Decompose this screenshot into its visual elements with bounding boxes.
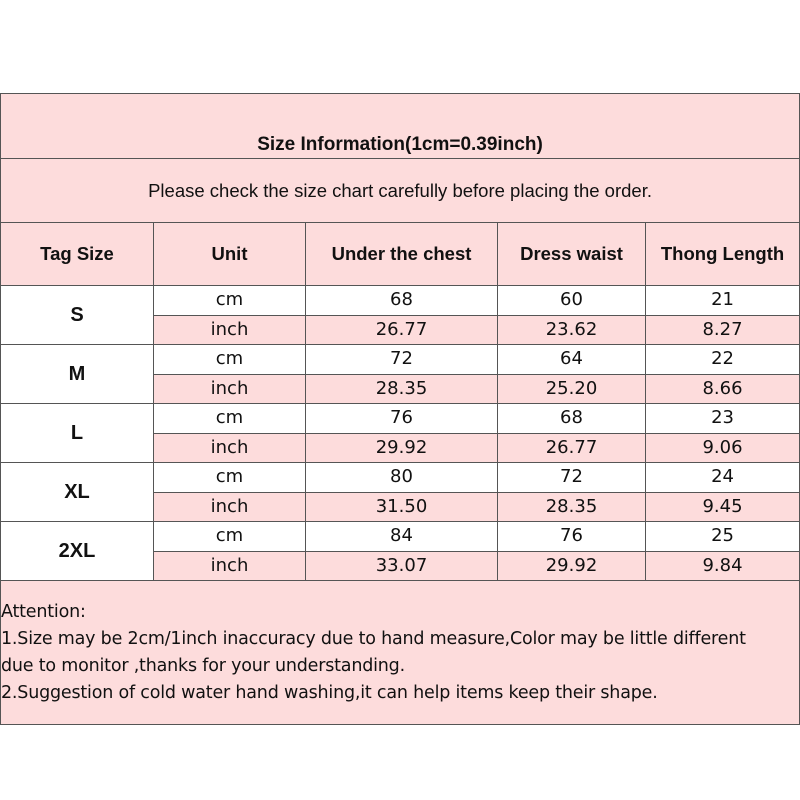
value-cell: 29.92 xyxy=(305,432,498,463)
value-cell: 25.20 xyxy=(497,373,646,404)
value-cell: 8.66 xyxy=(644,373,800,404)
value-cell: 72 xyxy=(305,344,498,375)
value-cell: 23.62 xyxy=(497,314,646,345)
chart-subtitle: Please check the size chart carefully be… xyxy=(0,158,800,223)
value-cell: 60 xyxy=(497,285,646,316)
table-row-XL-cm: XL cm 80 72 24 xyxy=(0,462,800,522)
unit-cell: inch xyxy=(153,314,306,345)
unit-cell: inch xyxy=(153,432,306,463)
table-row-2XL-inch: inch 33.07 29.92 9.84 xyxy=(1,550,800,581)
table-row-M-inch: inch 28.35 25.20 8.66 xyxy=(1,373,800,404)
unit-cell: inch xyxy=(153,491,306,522)
value-cell: 21 xyxy=(644,285,800,316)
attention-line: 1.Size may be 2cm/1inch inaccuracy due t… xyxy=(1,629,746,649)
value-cell: 24 xyxy=(644,462,800,493)
unit-cell: inch xyxy=(153,550,306,581)
value-cell: 76 xyxy=(497,521,646,552)
header-dress-waist: Dress waist xyxy=(497,222,646,286)
value-cell: 33.07 xyxy=(305,550,498,581)
tag-size-cell: 2XL xyxy=(0,521,154,581)
unit-cell: cm xyxy=(153,344,306,375)
attention-line: 2.Suggestion of cold water hand washing,… xyxy=(1,683,658,703)
value-cell: 9.06 xyxy=(644,432,800,463)
header-unit: Unit xyxy=(153,222,306,286)
value-cell: 8.27 xyxy=(644,314,800,345)
value-cell: 68 xyxy=(305,285,498,316)
header-under-chest: Under the chest xyxy=(305,222,498,286)
table-row-2XL-cm: 2XL cm 84 76 25 xyxy=(0,521,800,581)
value-cell: 76 xyxy=(305,403,498,434)
unit-cell: inch xyxy=(153,373,306,404)
unit-cell: cm xyxy=(153,285,306,316)
value-cell: 28.35 xyxy=(305,373,498,404)
value-cell: 25 xyxy=(644,521,800,552)
value-cell: 80 xyxy=(305,462,498,493)
value-cell: 22 xyxy=(644,344,800,375)
value-cell: 84 xyxy=(305,521,498,552)
unit-cell: cm xyxy=(153,521,306,552)
attention-notes: Attention: 1.Size may be 2cm/1inch inaccu… xyxy=(0,580,800,725)
value-cell: 9.84 xyxy=(644,550,800,581)
unit-cell: cm xyxy=(153,403,306,434)
header-row: Tag Size Unit Under the chest Dress wais… xyxy=(0,222,800,286)
value-cell: 72 xyxy=(497,462,646,493)
unit-cell: cm xyxy=(153,462,306,493)
value-cell: 26.77 xyxy=(497,432,646,463)
value-cell: 26.77 xyxy=(305,314,498,345)
tag-size-cell: XL xyxy=(0,462,154,522)
tag-size-cell: S xyxy=(0,285,154,345)
header-tag-size: Tag Size xyxy=(0,222,154,286)
value-cell: 68 xyxy=(497,403,646,434)
value-cell: 29.92 xyxy=(497,550,646,581)
table-row-L-inch: inch 29.92 26.77 9.06 xyxy=(1,432,800,463)
table-row-XL-inch: inch 31.50 28.35 9.45 xyxy=(1,491,800,522)
value-cell: 64 xyxy=(497,344,646,375)
value-cell: 23 xyxy=(644,403,800,434)
value-cell: 9.45 xyxy=(644,491,800,522)
table-row-S-inch: inch 26.77 23.62 8.27 xyxy=(1,314,800,345)
attention-line: due to monitor ,thanks for your understa… xyxy=(1,656,405,676)
value-cell: 28.35 xyxy=(497,491,646,522)
header-thong-length: Thong Length xyxy=(644,222,800,286)
tag-size-cell: M xyxy=(0,344,154,404)
size-chart-table: Size Information(1cm=0.39inch) Please ch… xyxy=(0,93,800,725)
value-cell: 31.50 xyxy=(305,491,498,522)
chart-title: Size Information(1cm=0.39inch) xyxy=(0,93,800,159)
attention-heading: Attention: xyxy=(1,602,86,622)
tag-size-cell: L xyxy=(0,403,154,463)
